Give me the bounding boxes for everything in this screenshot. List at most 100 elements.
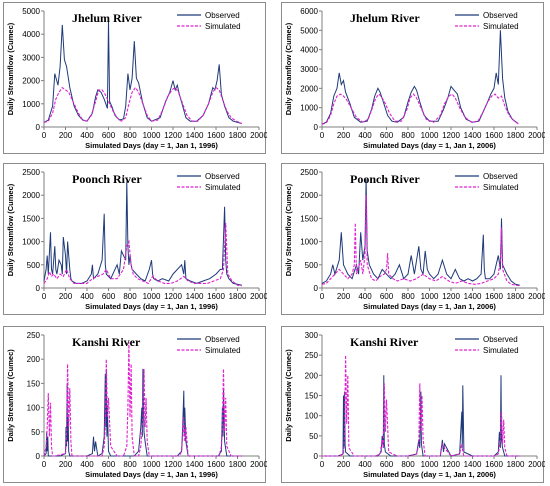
y-tick-label: 5000 [300,26,318,35]
x-tick-label: 1600 [485,131,503,140]
y-tick-label: 1500 [22,214,40,223]
y-tick-label: 200 [305,371,319,380]
series-line-simulated [43,342,242,457]
x-tick-label: 1600 [207,460,225,469]
legend-label-simulated: Simulated [483,183,519,192]
chart-title: Kanshi River [350,335,419,349]
x-tick-label: 2000 [528,292,545,301]
y-tick-label: 1000 [22,100,40,109]
y-tick-label: 200 [27,355,41,364]
y-tick-label: 3000 [22,53,40,62]
x-tick-label: 600 [102,460,116,469]
panel-poonch-2006: 0 500 1000 1500 2000 2500 0 200 400 600 800 1000 120… [281,163,545,315]
y-tick-label: 250 [27,331,41,340]
y-axis-label: Daily Streamflow (Cumec) [6,183,15,276]
y-tick-label: 0 [36,452,41,461]
x-tick-label: 1800 [229,460,247,469]
x-tick-label: 2000 [250,292,267,301]
x-tick-label: 1600 [485,292,503,301]
legend-label-simulated: Simulated [205,22,241,31]
y-axis-label: Daily Streamflow (Cumec) [284,349,293,442]
y-tick-label: 1500 [300,214,318,223]
x-tick-label: 600 [380,460,394,469]
x-tick-label: 400 [358,292,372,301]
x-tick-label: 200 [337,131,351,140]
x-tick-label: 1200 [164,131,182,140]
series-line-observed [43,181,242,286]
panel-poonch-1996: 0 500 1000 1500 2000 2500 0 200 400 600 800 1000 120… [3,163,267,315]
y-tick-label: 1000 [300,104,318,113]
x-tick-label: 1000 [421,460,439,469]
x-tick-label: 1400 [464,292,482,301]
x-axis-label: Simulated Days (day = 1, Jan 1, 2006) [363,470,496,479]
x-axis-label: Simulated Days (day = 1, Jan 1, 1996) [85,141,218,150]
x-tick-label: 0 [42,131,47,140]
y-tick-label: 1000 [22,238,40,247]
x-tick-label: 1200 [164,292,182,301]
y-tick-label: 3000 [300,65,318,74]
series-line-simulated [322,355,520,457]
y-tick-label: 250 [305,351,319,360]
series-line-observed [43,368,242,457]
y-tick-label: 100 [27,404,41,413]
x-tick-label: 1000 [143,131,161,140]
y-tick-label: 2000 [22,191,40,200]
y-tick-label: 6000 [300,7,318,16]
x-tick-label: 800 [401,292,415,301]
x-tick-label: 1000 [143,292,161,301]
series-line-simulated [321,93,520,125]
x-tick-label: 2000 [250,460,267,469]
x-tick-label: 1200 [442,292,460,301]
panel-kanshi-1996: 0 50 100 150 200 250 0 200 400 600 800 1000 1200 1400… [3,326,267,483]
x-tick-label: 200 [337,460,351,469]
x-tick-label: 400 [80,460,94,469]
y-tick-label: 2500 [300,168,318,177]
x-tick-label: 1600 [485,460,503,469]
legend-label-simulated: Simulated [483,346,519,355]
x-tick-label: 1200 [164,460,182,469]
y-tick-label: 0 [314,452,319,461]
legend-label-observed: Observed [483,11,518,20]
chart-kanshi-2006: 0 50 100 150 200 250 300 0 200 400 600 800 1000 1200 1… [284,331,545,479]
x-tick-label: 1400 [186,131,204,140]
series-line-simulated [43,86,243,125]
x-tick-label: 400 [358,460,372,469]
x-tick-label: 800 [123,292,137,301]
x-tick-label: 400 [80,131,94,140]
y-tick-label: 0 [314,123,319,132]
legend-label-simulated: Simulated [205,183,241,192]
x-tick-label: 1400 [464,460,482,469]
x-tick-label: 1800 [507,460,525,469]
legend-label-observed: Observed [483,172,518,181]
x-tick-label: 600 [380,292,394,301]
y-tick-label: 0 [36,284,41,293]
series-line-simulated [43,222,242,287]
y-axis-label: Daily Streamflow (Cumec) [6,349,15,442]
x-tick-label: 600 [380,131,394,140]
x-tick-label: 400 [80,292,94,301]
series-line-observed [321,178,520,286]
x-tick-label: 1800 [229,292,247,301]
y-tick-label: 500 [27,261,41,270]
y-tick-label: 2500 [22,168,40,177]
x-tick-label: 1000 [421,131,439,140]
x-axis-label: Simulated Days (day = 1, Jan 1, 2006) [363,141,496,150]
x-tick-label: 1800 [229,131,247,140]
panel-jhelum-2006: 0 1000 2000 3000 4000 5000 6000 0 200 400 600 800 10… [281,2,545,154]
y-axis-label: Daily Streamflow (Cumec) [6,22,15,115]
x-tick-label: 1400 [464,131,482,140]
x-tick-label: 200 [59,460,73,469]
x-axis-label: Simulated Days (day = 1, Jan 1, 2006) [363,302,496,311]
y-axis-label: Daily Streamflow (Cumec) [284,22,293,115]
y-tick-label: 0 [36,123,41,132]
y-tick-label: 1000 [300,238,318,247]
x-tick-label: 600 [102,292,116,301]
x-tick-label: 0 [320,292,325,301]
y-tick-label: 300 [305,331,319,340]
x-tick-label: 2000 [528,460,545,469]
x-tick-label: 200 [59,131,73,140]
x-axis-label: Simulated Days (day = 1, Jan 1, 1996) [85,470,218,479]
x-tick-label: 1000 [421,292,439,301]
y-tick-label: 50 [309,432,318,441]
